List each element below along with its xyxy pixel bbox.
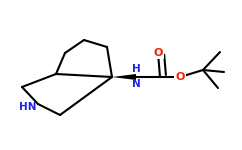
Text: O: O — [175, 72, 185, 82]
Text: H: H — [132, 64, 140, 74]
Text: HN: HN — [19, 102, 37, 112]
Polygon shape — [112, 74, 136, 80]
Text: N: N — [132, 79, 140, 89]
Text: O: O — [153, 48, 163, 58]
